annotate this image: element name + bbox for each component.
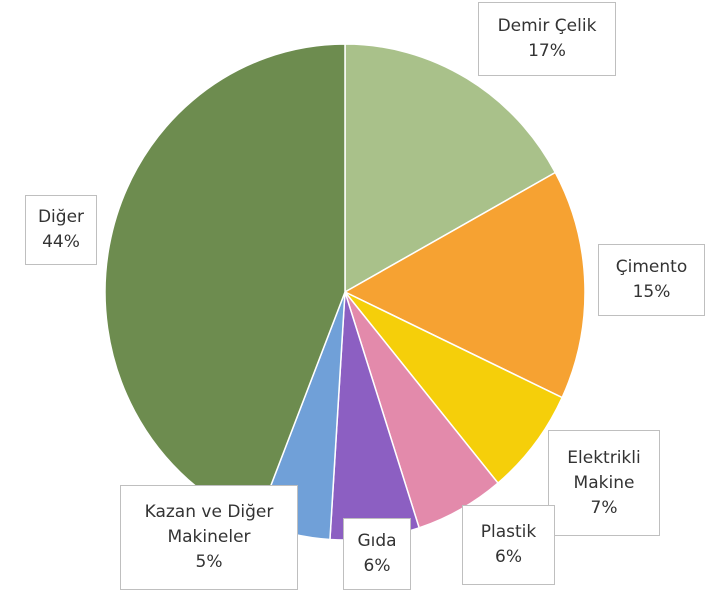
category-name: Elektrikli Makine — [567, 447, 641, 493]
category-name: Plastik — [480, 522, 537, 542]
pie-slice — [104, 43, 346, 524]
category-name: Demir Çelik — [497, 16, 597, 36]
category-name: Diğer — [37, 207, 85, 227]
category-name: Çimento — [615, 257, 688, 277]
value-label: 6% — [363, 556, 391, 576]
pie-slice — [343, 171, 586, 399]
pie-slice — [344, 291, 564, 485]
value-label: 5% — [195, 552, 223, 572]
slice-label: Plastik 6% — [462, 505, 555, 585]
slice-label: Elektrikli Makine 7% — [548, 430, 660, 536]
value-label: 7% — [590, 497, 618, 518]
category-name: Gıda — [357, 531, 397, 551]
slice-label: Kazan ve Diğer Makineler 5% — [120, 485, 298, 590]
category-name: Kazan ve Diğer Makineler — [144, 502, 274, 547]
slice-label: Demir Çelik 17% — [478, 2, 616, 76]
value-label: 17% — [528, 41, 566, 61]
value-label: 15% — [632, 282, 671, 302]
slice-label: Gıda 6% — [343, 518, 411, 590]
pie-slice — [344, 43, 557, 294]
slice-label: Diğer 44% — [25, 195, 97, 265]
value-label: 6% — [495, 547, 522, 567]
value-label: 44% — [42, 232, 80, 252]
slice-label: Çimento 15% — [598, 244, 705, 316]
